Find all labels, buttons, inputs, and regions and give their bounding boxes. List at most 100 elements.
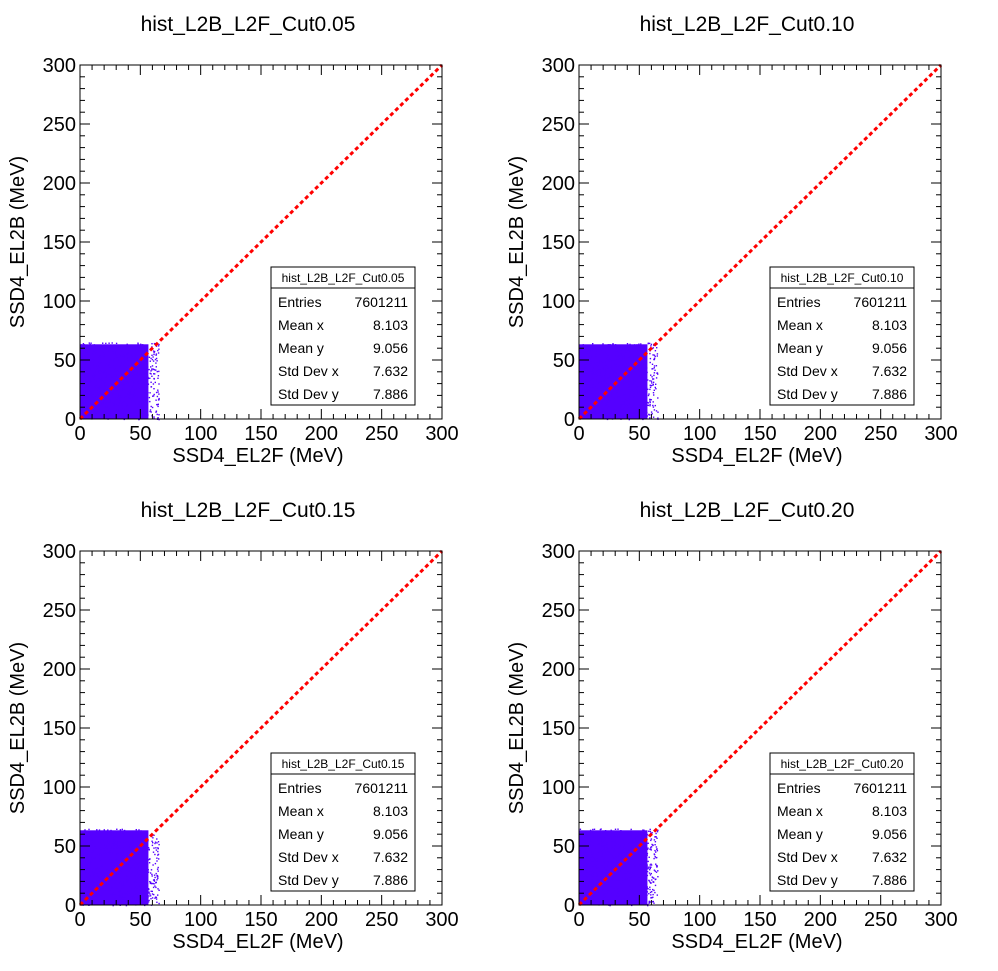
data-point (101, 831, 103, 833)
data-point (116, 896, 118, 898)
data-point (586, 353, 588, 356)
data-point (620, 870, 622, 873)
data-point (590, 840, 592, 843)
data-point (141, 376, 143, 378)
data-point (131, 835, 134, 837)
data-point (110, 862, 112, 864)
data-point (150, 405, 152, 408)
data-point (618, 409, 620, 411)
data-point (605, 361, 608, 363)
data-point (90, 868, 92, 870)
data-point (604, 847, 606, 849)
data-point (636, 344, 638, 346)
data-point (653, 374, 655, 377)
data-point (135, 843, 137, 845)
data-point (133, 360, 135, 362)
data-point (116, 363, 118, 366)
data-point (140, 830, 142, 832)
data-point (645, 397, 647, 399)
y-axis-label: SSD4_EL2B (MeV) (506, 642, 528, 814)
data-point (607, 395, 609, 398)
data-point (590, 379, 592, 381)
data-point (628, 363, 631, 365)
data-point (625, 878, 628, 880)
data-point (614, 841, 616, 844)
data-point (133, 395, 136, 397)
data-point (116, 356, 118, 358)
data-point (80, 887, 82, 890)
data-point (586, 356, 588, 358)
data-point (636, 393, 638, 395)
data-point (105, 363, 107, 365)
data-point (83, 365, 86, 367)
data-point (150, 881, 152, 884)
data-point (106, 884, 108, 887)
data-point (122, 842, 125, 844)
data-point (606, 408, 608, 410)
data-point (595, 379, 597, 381)
data-point (146, 835, 148, 837)
data-point (101, 417, 104, 419)
data-point (590, 350, 592, 352)
data-point (616, 901, 618, 903)
data-point (137, 847, 139, 849)
x-axis-label: SSD4_EL2F (MeV) (671, 445, 842, 467)
data-point (590, 346, 592, 349)
data-point (613, 836, 615, 838)
data-point (121, 379, 123, 381)
data-point (138, 870, 141, 872)
data-point (618, 355, 620, 358)
data-point (132, 390, 134, 393)
data-point (626, 865, 628, 867)
data-point (140, 847, 142, 849)
data-point (593, 407, 595, 409)
data-point (99, 902, 101, 904)
data-point (139, 883, 141, 885)
data-point (151, 358, 154, 361)
data-point (138, 382, 140, 384)
data-point (599, 848, 602, 850)
data-point (615, 880, 618, 882)
data-point (121, 828, 123, 831)
data-point (583, 864, 586, 866)
y-axis-label: SSD4_EL2B (MeV) (7, 642, 29, 814)
data-point (646, 891, 649, 893)
data-point (119, 355, 121, 357)
data-point (657, 373, 659, 375)
data-point (132, 359, 134, 361)
data-point (116, 398, 119, 400)
data-point (640, 864, 642, 866)
data-point (91, 375, 93, 377)
data-point (134, 861, 136, 864)
data-point (153, 879, 155, 881)
stats-row-label: Mean x (777, 317, 823, 333)
data-point (126, 376, 128, 378)
data-point (81, 874, 83, 877)
data-point (114, 370, 116, 372)
data-point (142, 344, 144, 346)
data-point (580, 407, 582, 409)
data-point (122, 894, 124, 896)
data-point (635, 836, 637, 839)
data-point (618, 891, 620, 893)
data-point (138, 891, 140, 893)
data-point (147, 392, 149, 394)
data-point (154, 853, 156, 856)
data-point (655, 857, 657, 859)
data-point (581, 404, 584, 406)
data-point (110, 346, 113, 349)
data-point (119, 364, 121, 367)
data-point (600, 854, 602, 856)
data-point (126, 378, 128, 380)
data-point (125, 869, 128, 871)
data-point (627, 386, 630, 388)
data-point (85, 361, 87, 364)
data-point (104, 364, 107, 366)
data-point (133, 364, 135, 366)
data-point (645, 848, 647, 850)
data-point (606, 888, 608, 890)
data-point (145, 837, 147, 839)
data-point (579, 394, 581, 396)
data-point (107, 415, 110, 417)
data-point (632, 389, 635, 391)
